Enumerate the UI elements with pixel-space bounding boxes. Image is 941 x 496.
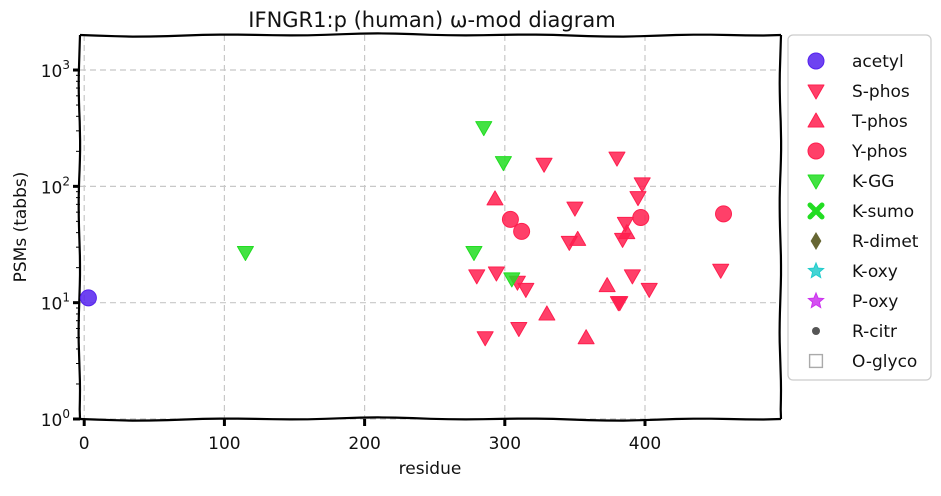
point-k-gg-0 — [236, 245, 254, 261]
legend-label-r-dimet: R-dimet — [852, 232, 919, 252]
y-tick-label-3: 103 — [41, 58, 70, 82]
legend-marker-p-oxy — [807, 291, 825, 309]
point-t-phos-0 — [486, 190, 504, 206]
point-s-phos-5 — [517, 282, 535, 298]
point-y-phos-2 — [632, 208, 650, 226]
legend-box — [787, 34, 932, 381]
legend-label-acetyl: acetyl — [852, 52, 904, 72]
frame-left — [77, 34, 82, 420]
point-y-phos-0 — [501, 210, 519, 228]
x-tick-label-2: 200 — [348, 434, 380, 454]
point-s-phos-15 — [640, 282, 658, 298]
grid — [80, 35, 781, 420]
frame-right — [778, 34, 783, 420]
legend-item-y-phos: Y-phos — [807, 142, 907, 162]
x-tick-label-3: 300 — [489, 434, 521, 454]
y-tick-label-0: 100 — [41, 407, 70, 431]
y-tick-label-1: 101 — [41, 291, 70, 315]
legend-marker-r-citr — [812, 327, 820, 335]
y-tick-exp-1: 1 — [62, 291, 70, 305]
x-axis-label: residue — [399, 459, 462, 479]
point-s-phos-14 — [633, 177, 651, 193]
y-tick-base-2: 10 — [41, 178, 63, 198]
point-k-gg-2 — [475, 121, 493, 137]
legend-label-k-oxy: K-oxy — [852, 262, 898, 282]
point-s-phos-8 — [608, 151, 626, 167]
legend-label-t-phos: T-phos — [851, 112, 908, 132]
legend-marker-acetyl — [807, 52, 825, 70]
point-s-phos-1 — [476, 331, 494, 347]
point-t-phos-1 — [538, 305, 556, 321]
legend-item-k-oxy: K-oxy — [807, 261, 898, 282]
point-y-phos-3 — [715, 205, 733, 223]
plot-frame — [77, 32, 783, 422]
y-axis-label: PSMs (tabbs) — [11, 172, 31, 283]
legend-marker-o-glyco — [808, 353, 824, 369]
x-axis: 0 100 200 300 400 — [79, 419, 661, 454]
y-tick-base-3: 10 — [41, 62, 63, 82]
legend-item-acetyl: acetyl — [807, 52, 904, 72]
legend-item-r-citr: R-citr — [812, 322, 897, 342]
legend-marker-t-phos — [807, 112, 825, 128]
legend-marker-k-gg — [807, 174, 825, 190]
point-t-phos-5 — [618, 224, 636, 240]
chart-title: IFNGR1:p (human) ω-mod diagram — [248, 8, 615, 32]
legend-item-p-oxy: P-oxy — [807, 291, 898, 312]
point-s-phos-2 — [487, 266, 505, 282]
point-s-phos-16 — [712, 263, 730, 279]
legend-label-y-phos: Y-phos — [851, 142, 907, 162]
point-k-gg-3 — [494, 156, 512, 172]
y-tick-base-1: 10 — [41, 295, 63, 315]
legend-item-o-glyco: O-glyco — [808, 352, 917, 372]
point-s-phos-12 — [623, 269, 641, 285]
point-s-phos-0 — [468, 269, 486, 285]
legend-label-p-oxy: P-oxy — [852, 292, 898, 312]
legend-item-k-gg: K-GG — [807, 172, 894, 192]
y-tick-exp-2: 2 — [62, 174, 70, 188]
point-t-phos-4 — [598, 277, 616, 293]
point-acetyl-0 — [79, 289, 97, 307]
point-y-phos-1 — [513, 222, 531, 240]
legend-label-k-gg: K-GG — [852, 172, 894, 192]
frame-top — [79, 32, 782, 38]
legend-item-r-dimet: R-dimet — [810, 232, 919, 252]
y-tick-label-2: 102 — [41, 174, 70, 198]
x-tick-label-0: 0 — [79, 434, 90, 454]
legend-marker-k-sumo — [807, 202, 825, 220]
point-k-gg-4 — [503, 272, 521, 288]
point-s-phos-13 — [629, 191, 647, 207]
x-tick-label-1: 100 — [208, 434, 240, 454]
y-tick-exp-0: 0 — [62, 407, 70, 421]
frame-bottom — [79, 416, 782, 422]
legend-marker-y-phos — [807, 142, 825, 160]
point-s-phos-18 — [609, 296, 627, 312]
legend: acetyl S-phos T-phos Y-phos K-GG K-sumo R-dime… — [787, 34, 932, 381]
point-s-phos-7 — [566, 201, 584, 217]
legend-item-t-phos: T-phos — [807, 112, 908, 132]
point-t-phos-3 — [577, 329, 595, 345]
y-tick-base-0: 10 — [41, 411, 63, 431]
legend-item-s-phos: S-phos — [807, 82, 910, 102]
legend-label-s-phos: S-phos — [852, 82, 910, 102]
legend-item-k-sumo: K-sumo — [807, 202, 914, 222]
point-s-phos-6 — [535, 157, 553, 173]
legend-label-k-sumo: K-sumo — [852, 202, 914, 222]
y-tick-exp-3: 3 — [62, 58, 70, 72]
point-t-phos-2 — [569, 230, 587, 246]
legend-marker-r-dimet — [810, 232, 822, 250]
legend-marker-s-phos — [807, 84, 825, 100]
point-s-phos-4 — [510, 321, 528, 337]
legend-marker-k-oxy — [807, 261, 825, 279]
point-s-phos-11 — [616, 216, 634, 232]
legend-label-r-citr: R-citr — [852, 322, 897, 342]
data-points — [79, 121, 733, 347]
point-k-gg-1 — [465, 245, 483, 261]
x-tick-label-4: 400 — [629, 434, 661, 454]
legend-label-o-glyco: O-glyco — [852, 352, 917, 372]
